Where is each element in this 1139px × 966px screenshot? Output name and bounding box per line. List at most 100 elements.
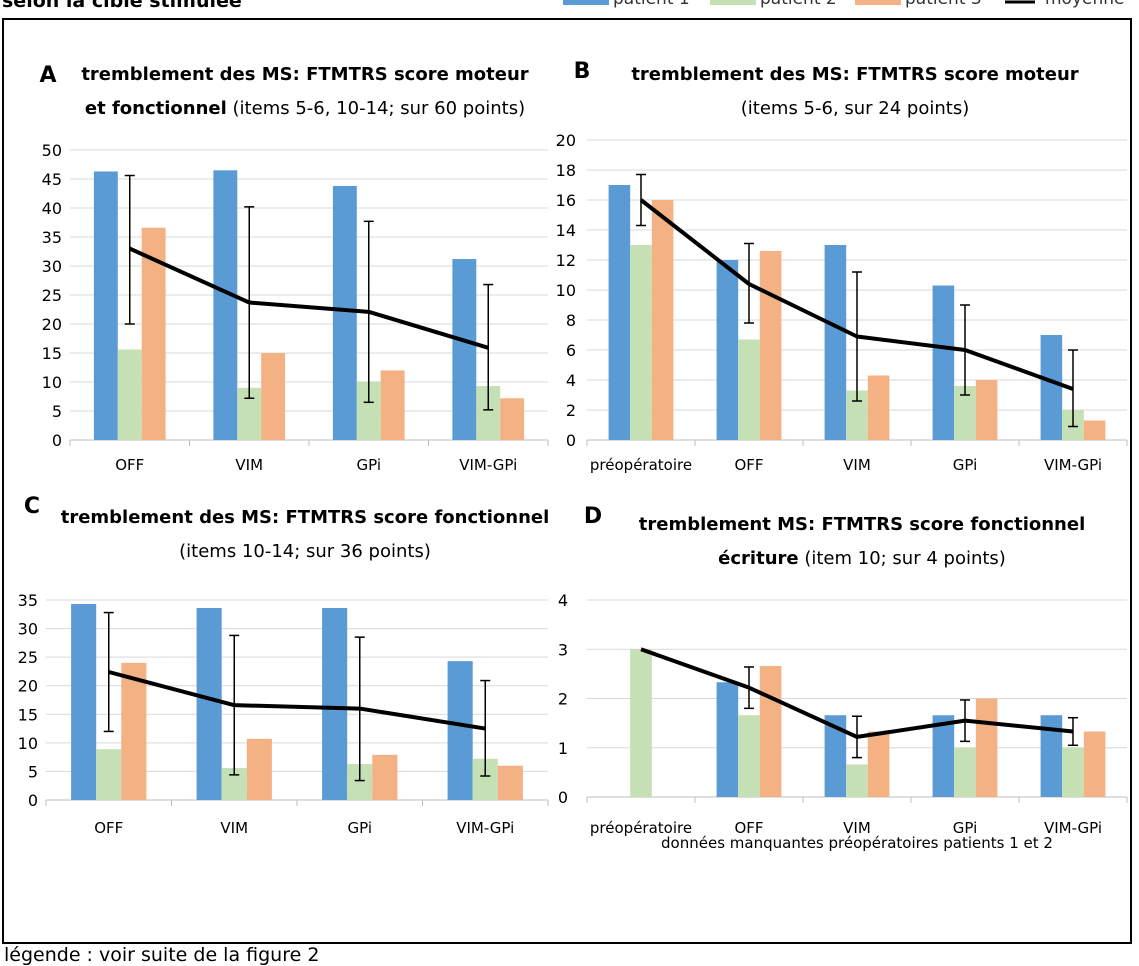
x-tick-label: OFF	[94, 819, 123, 837]
y-tick-label: 30	[42, 257, 62, 276]
y-tick-label: 15	[18, 705, 38, 724]
mean-line	[639, 198, 1074, 391]
x-tick-label: OFF	[115, 456, 144, 474]
bar-patient-3	[759, 665, 782, 797]
legend-label-patient-1: patient 1	[613, 0, 690, 9]
panel-letter: C	[24, 494, 40, 519]
bar-patient-1	[932, 715, 955, 797]
y-tick-label: 18	[556, 161, 576, 180]
panel-letter: A	[39, 63, 56, 88]
legend-label-patient-3: patient 3	[905, 0, 982, 9]
bar-patient-1	[932, 285, 955, 440]
bar-patient-1	[196, 608, 222, 800]
y-tick-label: 4	[566, 371, 576, 390]
bar-patient-3	[1083, 731, 1106, 797]
y-tick-label: 16	[556, 191, 576, 210]
y-tick-label: 6	[566, 341, 576, 360]
legend-label-mean: moyenne	[1045, 0, 1125, 9]
x-tick-label: OFF	[734, 819, 763, 837]
x-tick-label: VIM-GPi	[456, 819, 514, 837]
y-tick-label: 5	[28, 762, 38, 781]
y-tick-label: 3	[558, 640, 568, 659]
chart-title: tremblement des MS: FTMTRS score moteur	[81, 64, 528, 85]
y-tick-label: 1	[558, 739, 568, 758]
bar-patient-2	[117, 349, 142, 440]
x-tick-label: VIM-GPi	[1044, 456, 1102, 474]
chart-note: données manquantes préopératoires patien…	[661, 834, 1053, 852]
bar-patient-2	[846, 390, 868, 440]
bar-patient-2	[954, 747, 976, 797]
bar-patient-1	[608, 185, 631, 440]
legend: patient 1 patient 2 patient 3 moyenne	[563, 0, 1125, 9]
figure-header-text: selon la cible stimulée	[2, 0, 242, 12]
mean-line	[128, 246, 489, 350]
x-tick-label: VIM	[220, 819, 248, 837]
x-tick-label: GPi	[347, 819, 372, 837]
bar-patient-2	[630, 245, 652, 440]
mean-line	[640, 647, 1074, 739]
bar-patient-3	[975, 380, 998, 440]
bar-patient-3	[497, 765, 523, 800]
y-tick-label: 4	[558, 591, 568, 610]
x-tick-label: VIM	[235, 456, 263, 474]
bar-patient-2	[630, 649, 652, 797]
bar-patient-1	[824, 245, 847, 440]
bar-patient-2	[738, 339, 760, 440]
chart-subtitle: écriture (item 10; sur 4 points)	[718, 548, 1006, 569]
x-tick-label: OFF	[734, 456, 763, 474]
x-tick-label: VIM-GPi	[1044, 819, 1102, 837]
panel-letter: D	[584, 504, 602, 529]
y-tick-label: 10	[42, 373, 62, 392]
y-tick-label: 0	[52, 431, 62, 450]
bar-patient-3	[141, 227, 166, 440]
y-tick-label: 40	[42, 199, 62, 218]
bar-patient-3	[867, 375, 890, 440]
y-tick-label: 35	[42, 228, 62, 247]
bar-patient-1	[824, 715, 847, 797]
y-tick-label: 0	[558, 788, 568, 807]
bar-patient-1	[1040, 715, 1063, 797]
legend-swatch-patient-2	[710, 0, 756, 5]
x-tick-label: préopératoire	[590, 819, 692, 837]
y-tick-label: 25	[42, 286, 62, 305]
bar-patient-3	[121, 662, 147, 800]
y-tick-label: 35	[18, 591, 38, 610]
y-tick-label: 0	[566, 431, 576, 450]
bar-patient-3	[261, 353, 286, 440]
y-tick-label: 2	[566, 401, 576, 420]
x-tick-label: VIM	[843, 456, 871, 474]
bar-patient-1	[716, 260, 739, 440]
y-tick-label: 15	[42, 344, 62, 363]
x-tick-label: préopératoire	[590, 456, 692, 474]
x-tick-label: VIM	[843, 819, 871, 837]
y-tick-label: 30	[18, 620, 38, 639]
y-tick-label: 5	[52, 402, 62, 421]
bar-patient-3	[372, 754, 398, 800]
bar-patient-3	[759, 251, 782, 440]
x-tick-label: GPi	[953, 819, 978, 837]
mean-line	[108, 670, 486, 731]
y-tick-label: 25	[18, 648, 38, 667]
x-tick-label: GPi	[953, 456, 978, 474]
bar-patient-2	[476, 386, 501, 440]
bar-patient-3	[867, 731, 890, 797]
bar-patient-1	[71, 604, 97, 800]
figure-frame	[2, 18, 1132, 944]
bar-patient-2	[356, 381, 381, 440]
y-tick-label: 50	[42, 141, 62, 160]
bar-patient-1	[1040, 335, 1063, 440]
y-tick-label: 2	[558, 690, 568, 709]
bar-patient-3	[1083, 420, 1106, 440]
panel-letter: B	[574, 59, 591, 84]
bar-patient-3	[975, 698, 998, 797]
bar-patient-2	[738, 715, 760, 797]
y-tick-label: 10	[18, 734, 38, 753]
bar-patient-1	[332, 185, 357, 440]
chart-title: tremblement MS: FTMTRS score fonctionnel	[639, 514, 1085, 535]
bar-patient-2	[846, 764, 868, 797]
legend-swatch-patient-1	[563, 0, 609, 5]
bar-patient-1	[93, 171, 118, 440]
